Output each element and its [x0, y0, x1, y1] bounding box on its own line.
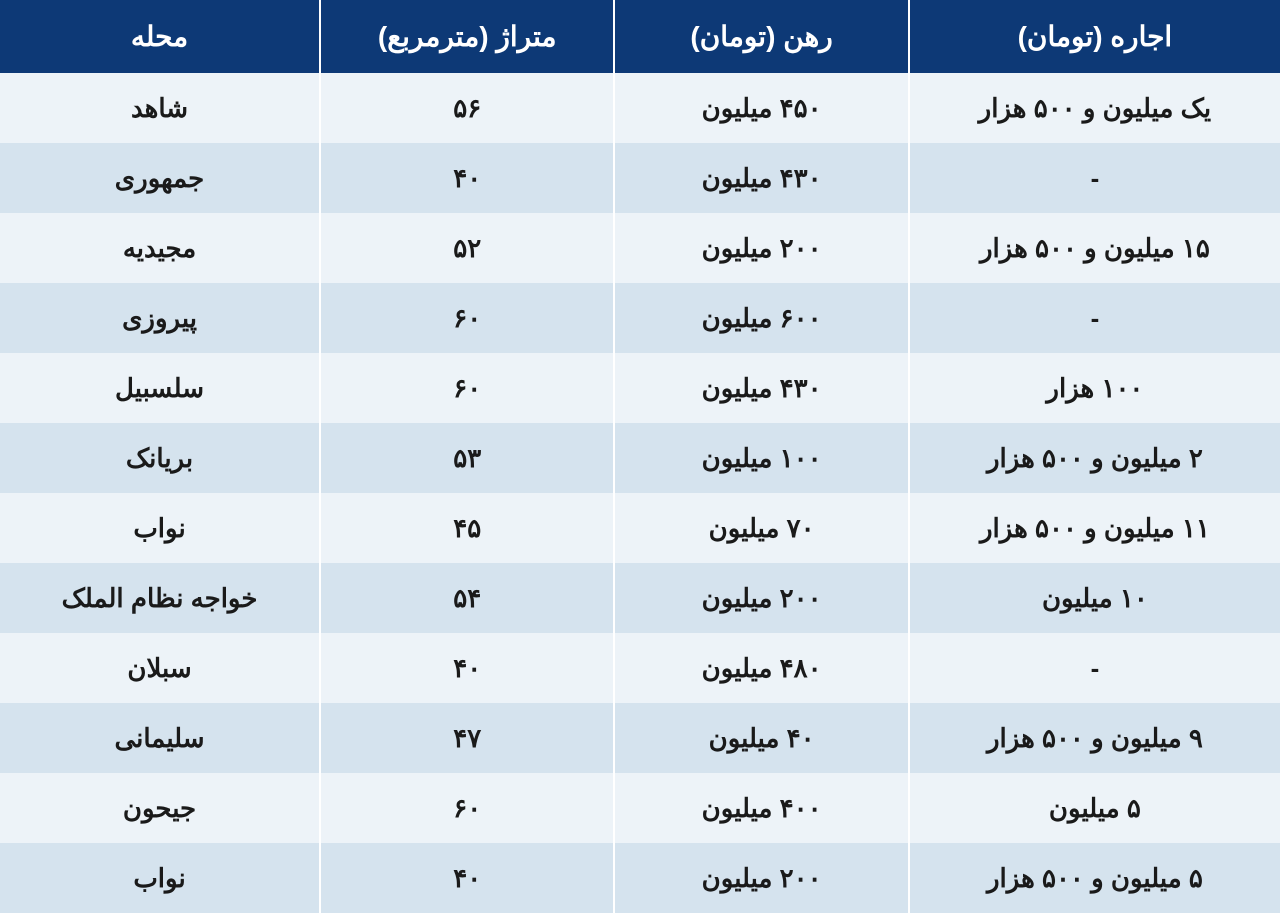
cell-rent: -	[909, 283, 1280, 353]
col-header-district: محله	[0, 0, 320, 73]
cell-deposit: ۴۳۰ میلیون	[614, 353, 908, 423]
cell-rent: ۱۰۰ هزار	[909, 353, 1280, 423]
cell-district: سلسبیل	[0, 353, 320, 423]
cell-area: ۴۷	[320, 703, 614, 773]
cell-area: ۵۳	[320, 423, 614, 493]
cell-rent: یک میلیون و ۵۰۰ هزار	[909, 73, 1280, 143]
price-table-container: اجاره (تومان) رهن (تومان) متراژ (مترمربع…	[0, 0, 1280, 911]
cell-deposit: ۲۰۰ میلیون	[614, 843, 908, 913]
cell-area: ۵۶	[320, 73, 614, 143]
table-row: ۹ میلیون و ۵۰۰ هزار ۴۰ میلیون ۴۷ سلیمانی	[0, 703, 1280, 773]
cell-district: سبلان	[0, 633, 320, 703]
cell-area: ۶۰	[320, 283, 614, 353]
cell-rent: ۱۱ میلیون و ۵۰۰ هزار	[909, 493, 1280, 563]
col-header-deposit: رهن (تومان)	[614, 0, 908, 73]
cell-deposit: ۴۰۰ میلیون	[614, 773, 908, 843]
cell-district: نواب	[0, 493, 320, 563]
table-body: یک میلیون و ۵۰۰ هزار ۴۵۰ میلیون ۵۶ شاهد …	[0, 73, 1280, 913]
table-row: ۱۵ میلیون و ۵۰۰ هزار ۲۰۰ میلیون ۵۲ مجیدی…	[0, 213, 1280, 283]
cell-rent: ۲ میلیون و ۵۰۰ هزار	[909, 423, 1280, 493]
table-row: ۱۰۰ هزار ۴۳۰ میلیون ۶۰ سلسبیل	[0, 353, 1280, 423]
cell-rent: ۵ میلیون و ۵۰۰ هزار	[909, 843, 1280, 913]
cell-area: ۵۲	[320, 213, 614, 283]
cell-area: ۵۴	[320, 563, 614, 633]
table-row: ۵ میلیون و ۵۰۰ هزار ۲۰۰ میلیون ۴۰ نواب	[0, 843, 1280, 913]
cell-district: سلیمانی	[0, 703, 320, 773]
cell-district: مجیدیه	[0, 213, 320, 283]
table-row: - ۶۰۰ میلیون ۶۰ پیروزی	[0, 283, 1280, 353]
cell-deposit: ۶۰۰ میلیون	[614, 283, 908, 353]
cell-district: نواب	[0, 843, 320, 913]
table-row: ۱۰ میلیون ۲۰۰ میلیون ۵۴ خواجه نظام الملک	[0, 563, 1280, 633]
table-row: یک میلیون و ۵۰۰ هزار ۴۵۰ میلیون ۵۶ شاهد	[0, 73, 1280, 143]
cell-area: ۶۰	[320, 353, 614, 423]
table-row: - ۴۳۰ میلیون ۴۰ جمهوری	[0, 143, 1280, 213]
cell-area: ۶۰	[320, 773, 614, 843]
cell-district: خواجه نظام الملک	[0, 563, 320, 633]
col-header-area: متراژ (مترمربع)	[320, 0, 614, 73]
table-row: - ۴۸۰ میلیون ۴۰ سبلان	[0, 633, 1280, 703]
cell-area: ۴۵	[320, 493, 614, 563]
cell-district: شاهد	[0, 73, 320, 143]
cell-rent: ۱۰ میلیون	[909, 563, 1280, 633]
table-row: ۲ میلیون و ۵۰۰ هزار ۱۰۰ میلیون ۵۳ بریانک	[0, 423, 1280, 493]
cell-district: جمهوری	[0, 143, 320, 213]
cell-deposit: ۴۸۰ میلیون	[614, 633, 908, 703]
cell-rent: ۱۵ میلیون و ۵۰۰ هزار	[909, 213, 1280, 283]
cell-area: ۴۰	[320, 633, 614, 703]
cell-area: ۴۰	[320, 143, 614, 213]
cell-rent: -	[909, 143, 1280, 213]
table-header-row: اجاره (تومان) رهن (تومان) متراژ (مترمربع…	[0, 0, 1280, 73]
cell-rent: ۵ میلیون	[909, 773, 1280, 843]
table-row: ۱۱ میلیون و ۵۰۰ هزار ۷۰ میلیون ۴۵ نواب	[0, 493, 1280, 563]
rent-price-table: اجاره (تومان) رهن (تومان) متراژ (مترمربع…	[0, 0, 1280, 913]
cell-deposit: ۴۰ میلیون	[614, 703, 908, 773]
cell-deposit: ۴۵۰ میلیون	[614, 73, 908, 143]
cell-deposit: ۴۳۰ میلیون	[614, 143, 908, 213]
col-header-rent: اجاره (تومان)	[909, 0, 1280, 73]
cell-area: ۴۰	[320, 843, 614, 913]
cell-deposit: ۱۰۰ میلیون	[614, 423, 908, 493]
cell-rent: ۹ میلیون و ۵۰۰ هزار	[909, 703, 1280, 773]
cell-deposit: ۲۰۰ میلیون	[614, 213, 908, 283]
cell-district: بریانک	[0, 423, 320, 493]
cell-deposit: ۷۰ میلیون	[614, 493, 908, 563]
table-row: ۵ میلیون ۴۰۰ میلیون ۶۰ جیحون	[0, 773, 1280, 843]
cell-district: پیروزی	[0, 283, 320, 353]
cell-rent: -	[909, 633, 1280, 703]
cell-deposit: ۲۰۰ میلیون	[614, 563, 908, 633]
cell-district: جیحون	[0, 773, 320, 843]
